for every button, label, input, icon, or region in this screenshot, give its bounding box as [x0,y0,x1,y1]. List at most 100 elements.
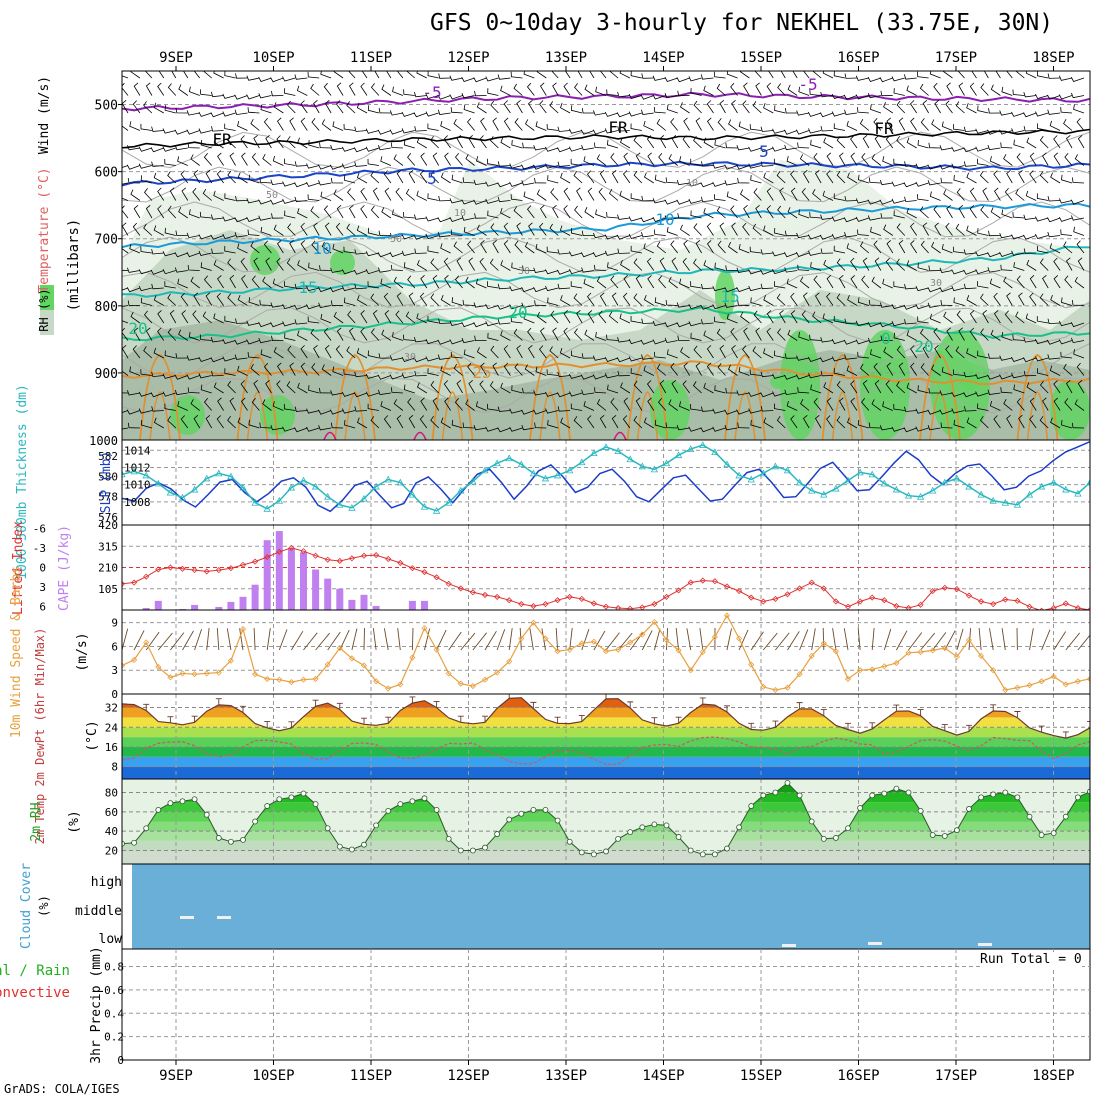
wind-barb [377,374,392,380]
wind-barb [443,380,451,394]
wind-barb [391,387,403,394]
wind-barb [592,374,607,380]
wind-barb [760,392,774,398]
wind-barb [557,371,571,378]
rh-point-51 [736,824,742,831]
wind-barb [122,75,129,79]
temp-whisker-54 [772,720,779,728]
wind-barb [1011,234,1025,240]
wind-barb [891,321,905,327]
wind-barb [497,283,511,290]
wind-barb [802,414,810,429]
wind-barb [354,249,368,255]
lifted-point-3 [155,566,162,573]
wind-barb [1036,368,1049,376]
wind-barb [390,264,403,271]
hot-loop-2 [613,431,627,440]
wind-barb [247,229,260,236]
wind-barb [823,137,834,149]
wind-barb [416,137,428,149]
wind-barb [1049,243,1061,254]
wind-barb [485,181,499,187]
lifted-point-55 [784,591,791,598]
wind-barb [995,71,1001,79]
wind-barb [451,174,463,184]
wind-barb [440,243,451,254]
wind-barb [473,77,487,83]
wind-barb [444,152,451,166]
wind-barb [1001,209,1013,219]
wind-barb [620,382,631,394]
wind-barb [879,322,893,328]
cloud-gap-3 [868,942,882,945]
wind-barb [370,416,380,429]
wind-barb [833,193,846,201]
wind-barb [539,327,547,341]
lifted-tick-3: 3 [39,581,46,594]
wind-barb [427,245,439,254]
wind-barb [724,409,738,415]
windspeed-point-41 [615,646,622,653]
wind-barb [560,417,571,429]
wind-barb [216,170,224,184]
wind-barb [348,82,356,96]
wind-barb [297,382,308,394]
lifted-point-42 [627,605,634,610]
wind-barb [360,187,368,201]
wind-barb [855,94,870,100]
cape-tick-210: 210 [98,562,118,575]
wind-barb [523,191,535,201]
wind-barb [1065,379,1073,394]
windspeed-point-60 [844,675,852,683]
wind-barb [862,379,870,394]
wind-barb [787,84,798,96]
wind-barb [748,408,762,414]
wind-barb [774,227,786,236]
wind-barb [933,327,941,341]
rh-point-73 [1002,789,1009,796]
wind-barb [776,415,786,429]
wind-barb [169,187,177,201]
wind-barb [1076,362,1085,376]
wind-barb [262,154,272,166]
wind-barb [282,304,296,310]
temp-plot [122,694,1090,779]
wind-barb [712,408,726,414]
surface-wind-barb-31 [496,629,506,651]
wind-barb [276,380,284,394]
wind-barb [308,385,320,394]
wind-barb [1047,196,1061,202]
wind-barb [885,380,894,394]
wind-barb [610,275,619,289]
lifted-point-15 [300,548,307,555]
wind-barb [389,232,403,239]
wind-barb [719,222,726,236]
wind-barb [222,216,236,222]
wind-barb [712,426,726,432]
wind-barb [1022,357,1037,363]
pressure-tick-500: 500 [95,99,118,114]
wind-barb [768,71,774,79]
wind-barb [500,330,511,341]
wind-barb [549,101,559,114]
ylabel-precip: 3hr Precip (mm) [89,946,104,1063]
wind-barb [468,257,475,271]
wind-barb [646,257,655,271]
surface-wind-barb-73 [1001,628,1006,651]
wind-barb [679,401,690,411]
top-date-label-14SEP: 14SEP [642,50,684,66]
wind-barb [598,187,607,201]
wind-barb [1000,264,1013,271]
wind-barb [188,331,200,341]
wind-barb [260,226,272,236]
wind-barb [330,177,344,184]
wind-barb [915,181,929,187]
wind-barb [712,163,726,169]
ylabel-temperature: Temperature (°C) [37,167,52,292]
wind-barb [509,408,523,414]
wind-barb [270,179,284,186]
wind-barb [454,275,463,289]
wind-barb [122,269,129,271]
wind-barb [287,100,296,114]
